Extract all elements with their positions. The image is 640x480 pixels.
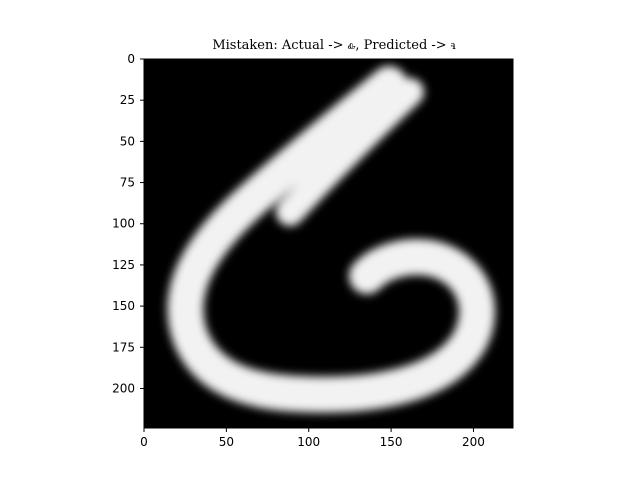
x-tick-label: 150 — [380, 435, 403, 449]
y-tick-label: 0 — [127, 52, 135, 66]
x-tick-label: 50 — [219, 435, 234, 449]
character-image — [167, 66, 495, 413]
y-tick-label: 150 — [112, 299, 135, 313]
image-frame — [143, 58, 514, 429]
x-tick-label: 0 — [140, 435, 148, 449]
y-tick-label: 100 — [112, 217, 135, 231]
y-axis: 0 25 50 75 100 125 150 175 200 — [112, 52, 144, 395]
character-stroke-top — [276, 78, 424, 226]
x-tick-label: 100 — [297, 435, 320, 449]
y-tick-label: 125 — [112, 258, 135, 272]
y-tick-label: 200 — [112, 381, 135, 395]
x-axis: 0 50 100 150 200 — [140, 428, 485, 449]
y-tick-label: 50 — [120, 134, 135, 148]
image-plot-area — [143, 58, 514, 429]
x-tick-label: 200 — [462, 435, 485, 449]
chart-title: Mistaken: Actual -> ꮂ, Predicted -> ꮈ — [212, 38, 456, 53]
y-tick-label: 175 — [112, 340, 135, 354]
character-stroke-bottom — [205, 359, 403, 411]
y-tick-label: 25 — [120, 93, 135, 107]
y-tick-label: 75 — [120, 176, 135, 190]
